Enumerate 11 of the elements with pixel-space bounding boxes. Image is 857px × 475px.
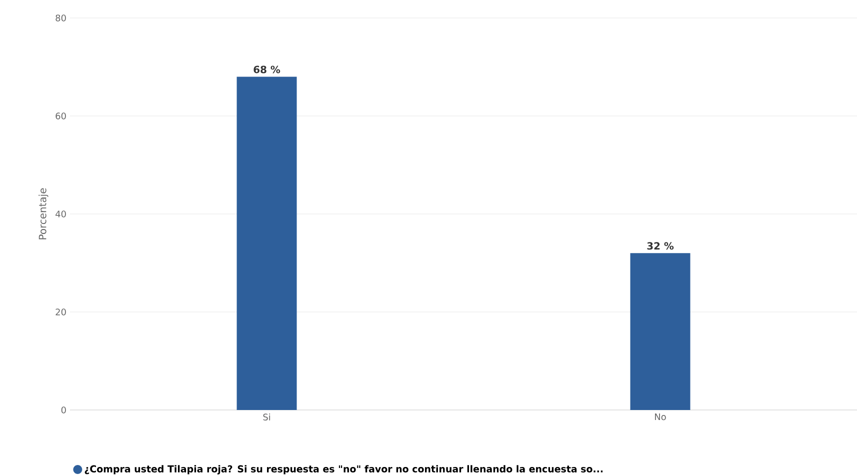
y-tick-label: 60 (56, 112, 66, 120)
data-label: 68 % (254, 66, 280, 74)
y-tick-label: 40 (56, 210, 66, 218)
y-tick-label: 20 (56, 308, 66, 316)
legend-label: ¿Compra usted Tilapia roja? Si su respuesta es "no" favor no continuar llenando la encuesta so... (84, 465, 603, 474)
y-tick-label: 80 (56, 14, 66, 22)
x-tick-label: No (655, 414, 666, 420)
data-label: 32 % (647, 242, 674, 250)
y-tick-label: 0 (61, 406, 66, 414)
x-tick-label: Si (263, 414, 270, 420)
y-axis-title: Porcentaje (38, 188, 48, 240)
